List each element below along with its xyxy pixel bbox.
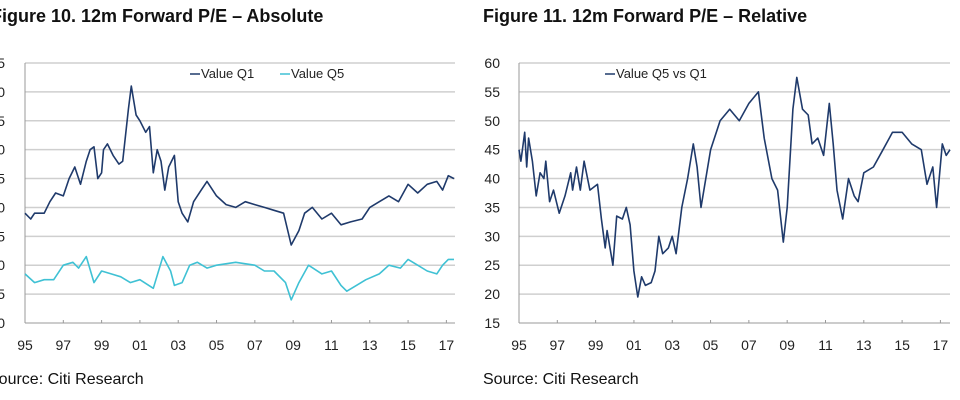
x-tick-label: 15 <box>894 337 910 353</box>
x-tick-label: 11 <box>818 337 833 353</box>
source-note-relative: Source: Citi Research <box>483 371 639 388</box>
y-tick-label: 5 <box>0 286 5 302</box>
x-tick-label: 17 <box>933 337 949 353</box>
x-tick-label: 05 <box>209 337 225 353</box>
x-tick-label: 17 <box>439 337 455 353</box>
chart-title-relative: Figure 11. 12m Forward P/E – Relative <box>483 6 808 26</box>
y-tick-label: 35 <box>0 113 5 129</box>
x-tick-label: 99 <box>588 337 604 353</box>
y-tick-label: 20 <box>0 199 5 215</box>
series-line-value-q5-vs-q1 <box>518 76 951 298</box>
x-tick-label: 01 <box>132 337 148 353</box>
x-tick-label: 05 <box>703 337 719 353</box>
y-tick-label: 25 <box>484 257 500 273</box>
x-tick-label: 07 <box>741 337 757 353</box>
y-tick-label: 15 <box>484 315 500 331</box>
x-tick-label: 97 <box>550 337 566 353</box>
y-tick-label: 20 <box>484 286 500 302</box>
series-line-value-q1 <box>24 85 455 246</box>
legend-label: Value Q1 <box>201 66 254 81</box>
x-tick-label: 07 <box>247 337 263 353</box>
y-tick-label: 25 <box>0 171 5 187</box>
y-tick-label: 60 <box>484 55 500 71</box>
x-tick-label: 13 <box>856 337 872 353</box>
x-tick-label: 95 <box>17 337 33 353</box>
x-tick-label: 15 <box>400 337 416 353</box>
y-tick-label: 30 <box>0 142 5 158</box>
y-tick-label: 30 <box>484 228 500 244</box>
x-tick-label: 11 <box>324 337 339 353</box>
y-tick-label: 55 <box>484 84 500 100</box>
series-line-value-q5 <box>24 255 454 301</box>
y-tick-label: 40 <box>484 171 500 187</box>
y-tick-label: 45 <box>0 55 5 71</box>
y-tick-label: 10 <box>0 257 5 273</box>
x-tick-label: 03 <box>664 337 680 353</box>
x-tick-label: 01 <box>626 337 642 353</box>
legend-label: Value Q5 <box>291 66 344 81</box>
chart-title-absolute: Figure 10. 12m Forward P/E – Absolute <box>0 6 324 26</box>
y-tick-label: 50 <box>484 113 500 129</box>
x-tick-label: 09 <box>779 337 795 353</box>
source-note-absolute: Source: Citi Research <box>0 371 144 388</box>
legend-label: Value Q5 vs Q1 <box>616 66 707 81</box>
x-tick-label: 97 <box>56 337 72 353</box>
x-tick-label: 13 <box>362 337 378 353</box>
y-tick-label: 0 <box>0 315 5 331</box>
y-tick-label: 40 <box>0 84 5 100</box>
x-tick-label: 03 <box>170 337 186 353</box>
y-tick-label: 35 <box>484 199 500 215</box>
y-tick-label: 45 <box>484 142 500 158</box>
y-tick-label: 15 <box>0 228 5 244</box>
x-tick-label: 09 <box>285 337 301 353</box>
x-tick-label: 95 <box>511 337 527 353</box>
x-tick-label: 99 <box>94 337 110 353</box>
